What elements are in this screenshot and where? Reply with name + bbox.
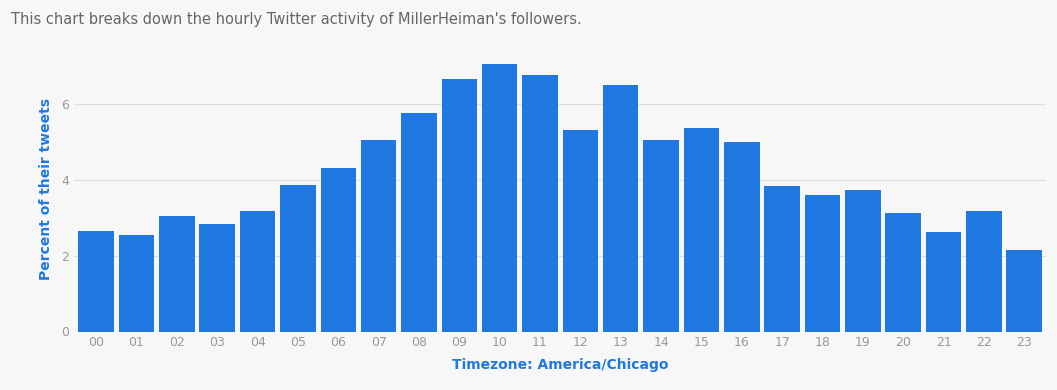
Bar <box>846 190 880 332</box>
Bar <box>926 232 961 332</box>
Bar <box>160 216 194 332</box>
Bar <box>360 140 396 332</box>
Bar <box>644 140 679 332</box>
Bar <box>402 113 437 332</box>
Bar <box>764 186 800 332</box>
Bar <box>118 235 154 332</box>
Text: This chart breaks down the hourly Twitter activity of MillerHeiman's followers.: This chart breaks down the hourly Twitte… <box>11 12 581 27</box>
Bar <box>522 75 558 332</box>
Bar <box>804 195 840 332</box>
Bar <box>886 213 921 332</box>
X-axis label: Timezone: America/Chicago: Timezone: America/Chicago <box>452 358 668 372</box>
Bar <box>200 225 235 332</box>
Bar <box>724 142 760 332</box>
Bar <box>482 64 518 331</box>
Bar <box>602 85 638 332</box>
Y-axis label: Percent of their tweets: Percent of their tweets <box>39 98 53 280</box>
Bar <box>1006 250 1042 332</box>
Bar <box>966 211 1002 332</box>
Bar <box>280 185 316 332</box>
Bar <box>684 128 719 332</box>
Bar <box>562 130 598 332</box>
Bar <box>78 231 114 332</box>
Bar <box>320 168 356 332</box>
Bar <box>442 79 477 332</box>
Bar <box>240 211 275 332</box>
